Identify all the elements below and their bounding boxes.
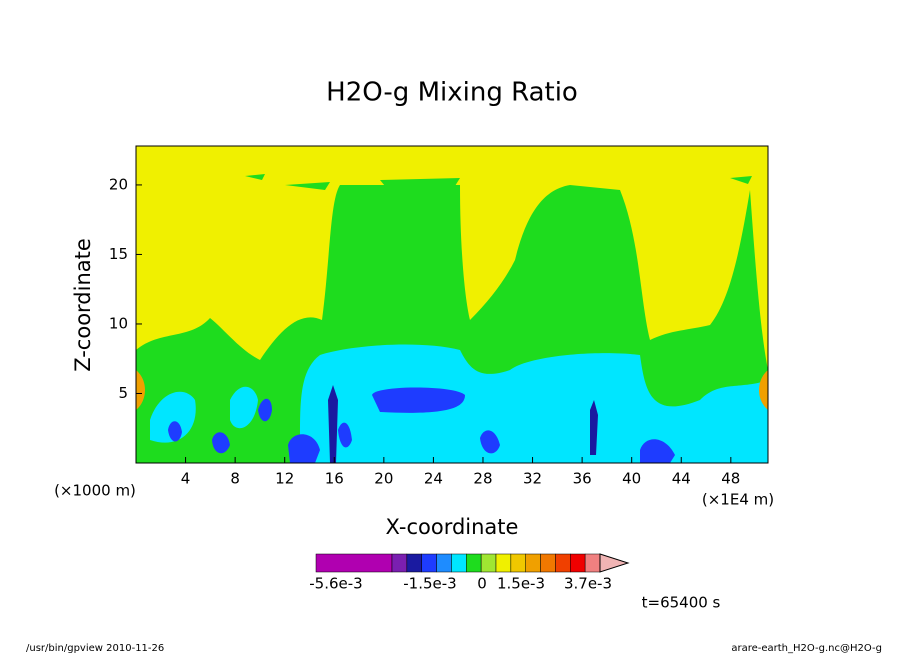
plot-frame [135,145,769,464]
colorbar-box [315,553,393,573]
contour-field [135,145,769,464]
colorbar-box [525,553,541,573]
time-label: t=65400 s [642,594,721,612]
colorbar-box [495,553,512,573]
colorbar-label: -5.6e-3 [309,575,362,593]
field-region [372,387,465,413]
colorbar-box [584,553,601,573]
colorbar-box [406,553,422,573]
x-tick-label: 20 [374,470,393,488]
x-tick-label: 8 [230,470,240,488]
x-tick-label: 16 [325,470,344,488]
colorbar-box [421,553,437,573]
x-unit-label: (×1E4 m) [702,491,774,509]
y-axis-label: Z-coordinate [71,238,95,372]
x-tick-label: 4 [181,470,191,488]
colorbar-box [555,553,571,573]
colorbar-label: 3.7e-3 [564,575,612,593]
x-axis-label: X-coordinate [386,515,519,539]
x-tick-label: 12 [275,470,294,488]
x-tick-label: 36 [573,470,592,488]
colorbar-box [540,553,556,573]
colorbar-box [391,553,408,573]
x-tick-label: 32 [523,470,542,488]
x-tick-label: 48 [721,470,740,488]
colorbar-box [480,553,497,573]
field-region [168,398,675,463]
colorbar-box [570,553,586,573]
field-region [300,344,768,463]
y-tick-label: 10 [109,314,128,332]
x-tick-label: 24 [424,470,443,488]
footer-left: /usr/bin/gpview 2010-11-26 [26,643,164,654]
colorbar-label: 1.5e-3 [497,575,545,593]
x-tick-label: 40 [622,470,641,488]
colorbar-box [510,553,526,573]
colorbar-label: -1.5e-3 [403,575,456,593]
colorbar-box [436,553,452,573]
y-tick-label: 15 [109,245,128,263]
colorbar-label: 0 [477,575,487,593]
colorbar-box [451,553,467,573]
chart-title: H2O-g Mixing Ratio [326,78,578,108]
x-tick-label: 28 [473,470,492,488]
x-unit-label: (×1000 m) [54,482,136,500]
colorbar-box [466,553,482,573]
y-tick-label: 20 [109,175,128,193]
y-tick-label: 5 [118,384,128,402]
x-tick-label: 44 [672,470,691,488]
footer-right: arare-earth_H2O-g.nc@H2O-g [731,643,882,654]
colorbar-arrow [599,553,630,573]
